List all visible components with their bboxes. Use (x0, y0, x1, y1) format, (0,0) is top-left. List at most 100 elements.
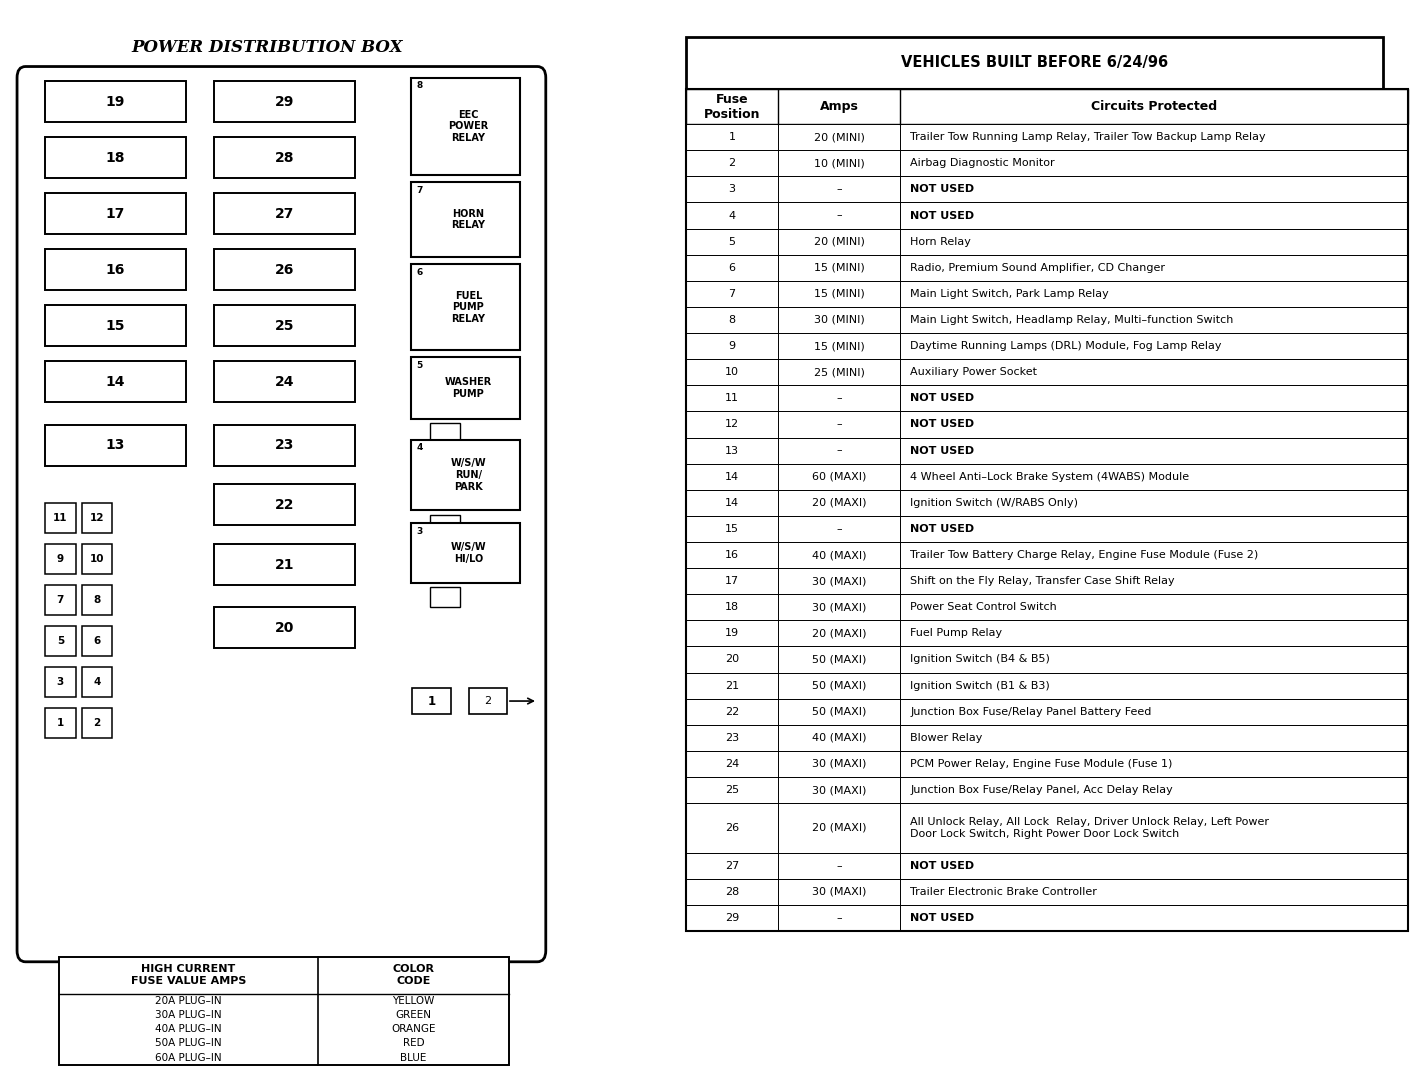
Text: 2: 2 (94, 718, 101, 728)
Text: 20 (MAXI): 20 (MAXI) (812, 823, 867, 833)
Text: NOT USED: NOT USED (910, 861, 974, 870)
Text: –: – (836, 861, 842, 870)
Bar (686, 725, 1408, 751)
Text: 3: 3 (57, 677, 64, 687)
Text: 9: 9 (57, 554, 64, 564)
Text: 20 (MAXI): 20 (MAXI) (812, 629, 867, 639)
Text: 40 (MAXI): 40 (MAXI) (812, 733, 867, 743)
Text: 23: 23 (275, 438, 293, 453)
Text: 16: 16 (105, 263, 125, 276)
Text: 30 (MAXI): 30 (MAXI) (812, 887, 866, 897)
Text: 8: 8 (729, 316, 736, 325)
Text: 11: 11 (53, 512, 67, 523)
Bar (410, 440, 521, 510)
Text: 17: 17 (105, 207, 125, 221)
Text: 3: 3 (729, 185, 736, 195)
Text: Trailer Electronic Brake Controller: Trailer Electronic Brake Controller (910, 887, 1096, 897)
Text: 2: 2 (729, 159, 736, 169)
Text: 30 (MINI): 30 (MINI) (815, 316, 864, 325)
Text: 20A PLUG–IN: 20A PLUG–IN (155, 996, 222, 1006)
Text: NOT USED: NOT USED (910, 394, 974, 404)
Bar (81, 708, 112, 738)
Bar (46, 137, 185, 178)
Text: 21: 21 (275, 557, 293, 571)
Bar (686, 255, 1408, 281)
Text: POWER DISTRIBUTION BOX: POWER DISTRIBUTION BOX (131, 39, 403, 57)
Text: 20 (MINI): 20 (MINI) (815, 237, 864, 247)
Text: Airbag Diagnostic Monitor: Airbag Diagnostic Monitor (910, 159, 1055, 169)
Text: EEC
POWER
RELAY: EEC POWER RELAY (449, 110, 488, 143)
Bar (46, 194, 185, 234)
Text: 13: 13 (725, 446, 739, 456)
Text: 14: 14 (725, 472, 739, 482)
Bar (686, 594, 1408, 620)
Text: Ignition Switch (W/RABS Only): Ignition Switch (W/RABS Only) (910, 498, 1078, 508)
Text: 16: 16 (725, 551, 739, 560)
Text: Ignition Switch (B1 & B3): Ignition Switch (B1 & B3) (910, 681, 1049, 691)
Text: 27: 27 (725, 861, 739, 870)
Text: 14: 14 (725, 498, 739, 508)
Bar (686, 228, 1408, 255)
Text: 30A PLUG–IN: 30A PLUG–IN (155, 1010, 222, 1021)
Text: 23: 23 (725, 733, 739, 743)
Bar (686, 124, 1408, 150)
Text: 11: 11 (725, 394, 739, 404)
Text: 1: 1 (427, 694, 436, 707)
Text: 5: 5 (729, 237, 736, 247)
Text: NOT USED: NOT USED (910, 211, 974, 221)
Bar (430, 588, 460, 607)
Bar (214, 361, 355, 403)
Text: 15: 15 (725, 524, 739, 534)
Text: Junction Box Fuse/Relay Panel Battery Feed: Junction Box Fuse/Relay Panel Battery Fe… (910, 707, 1152, 717)
Bar (686, 176, 1408, 202)
Bar (686, 89, 1408, 931)
Bar (686, 463, 1408, 490)
Text: 7: 7 (416, 186, 423, 195)
Bar (686, 333, 1408, 359)
Text: 6: 6 (416, 268, 423, 277)
Text: 4: 4 (729, 211, 736, 221)
Bar (410, 77, 521, 175)
Text: VEHICLES BUILT BEFORE 6/24/96: VEHICLES BUILT BEFORE 6/24/96 (901, 55, 1168, 71)
Text: –: – (836, 185, 842, 195)
Bar (686, 202, 1408, 228)
Bar (686, 542, 1408, 568)
Text: –: – (836, 446, 842, 456)
Text: 17: 17 (725, 577, 739, 586)
Text: Radio, Premium Sound Amplifier, CD Changer: Radio, Premium Sound Amplifier, CD Chang… (910, 263, 1165, 273)
Text: 8: 8 (94, 595, 101, 605)
Text: BLUE: BLUE (400, 1053, 427, 1063)
Text: 60A PLUG–IN: 60A PLUG–IN (155, 1053, 222, 1063)
Text: Shift on the Fly Relay, Transfer Case Shift Relay: Shift on the Fly Relay, Transfer Case Sh… (910, 577, 1175, 586)
Text: NOT USED: NOT USED (910, 913, 974, 923)
Bar (410, 523, 521, 583)
Text: Horn Relay: Horn Relay (910, 237, 971, 247)
Bar (214, 424, 355, 466)
Text: 14: 14 (105, 374, 125, 388)
Bar (686, 37, 1383, 89)
Text: 2: 2 (484, 696, 491, 706)
Text: 40 (MAXI): 40 (MAXI) (812, 551, 867, 560)
FancyBboxPatch shape (17, 66, 545, 962)
Bar (410, 182, 521, 257)
Bar (214, 544, 355, 585)
Bar (686, 620, 1408, 646)
Text: Fuse
Position: Fuse Position (703, 92, 760, 121)
Text: Main Light Switch, Headlamp Relay, Multi–function Switch: Main Light Switch, Headlamp Relay, Multi… (910, 316, 1233, 325)
Bar (81, 626, 112, 656)
Bar (81, 503, 112, 533)
Bar (46, 306, 185, 346)
Text: 10: 10 (725, 368, 739, 378)
Bar (214, 249, 355, 290)
Text: 1: 1 (57, 718, 64, 728)
Text: GREEN: GREEN (396, 1010, 431, 1021)
Bar (686, 359, 1408, 385)
Text: 26: 26 (275, 263, 293, 276)
Text: –: – (836, 524, 842, 534)
Text: 5: 5 (416, 361, 423, 370)
Text: 20 (MAXI): 20 (MAXI) (812, 498, 867, 508)
Text: W/S/W
HI/LO: W/S/W HI/LO (450, 542, 486, 564)
Text: 29: 29 (275, 95, 293, 109)
Text: 20 (MINI): 20 (MINI) (815, 133, 864, 143)
Bar (686, 853, 1408, 879)
